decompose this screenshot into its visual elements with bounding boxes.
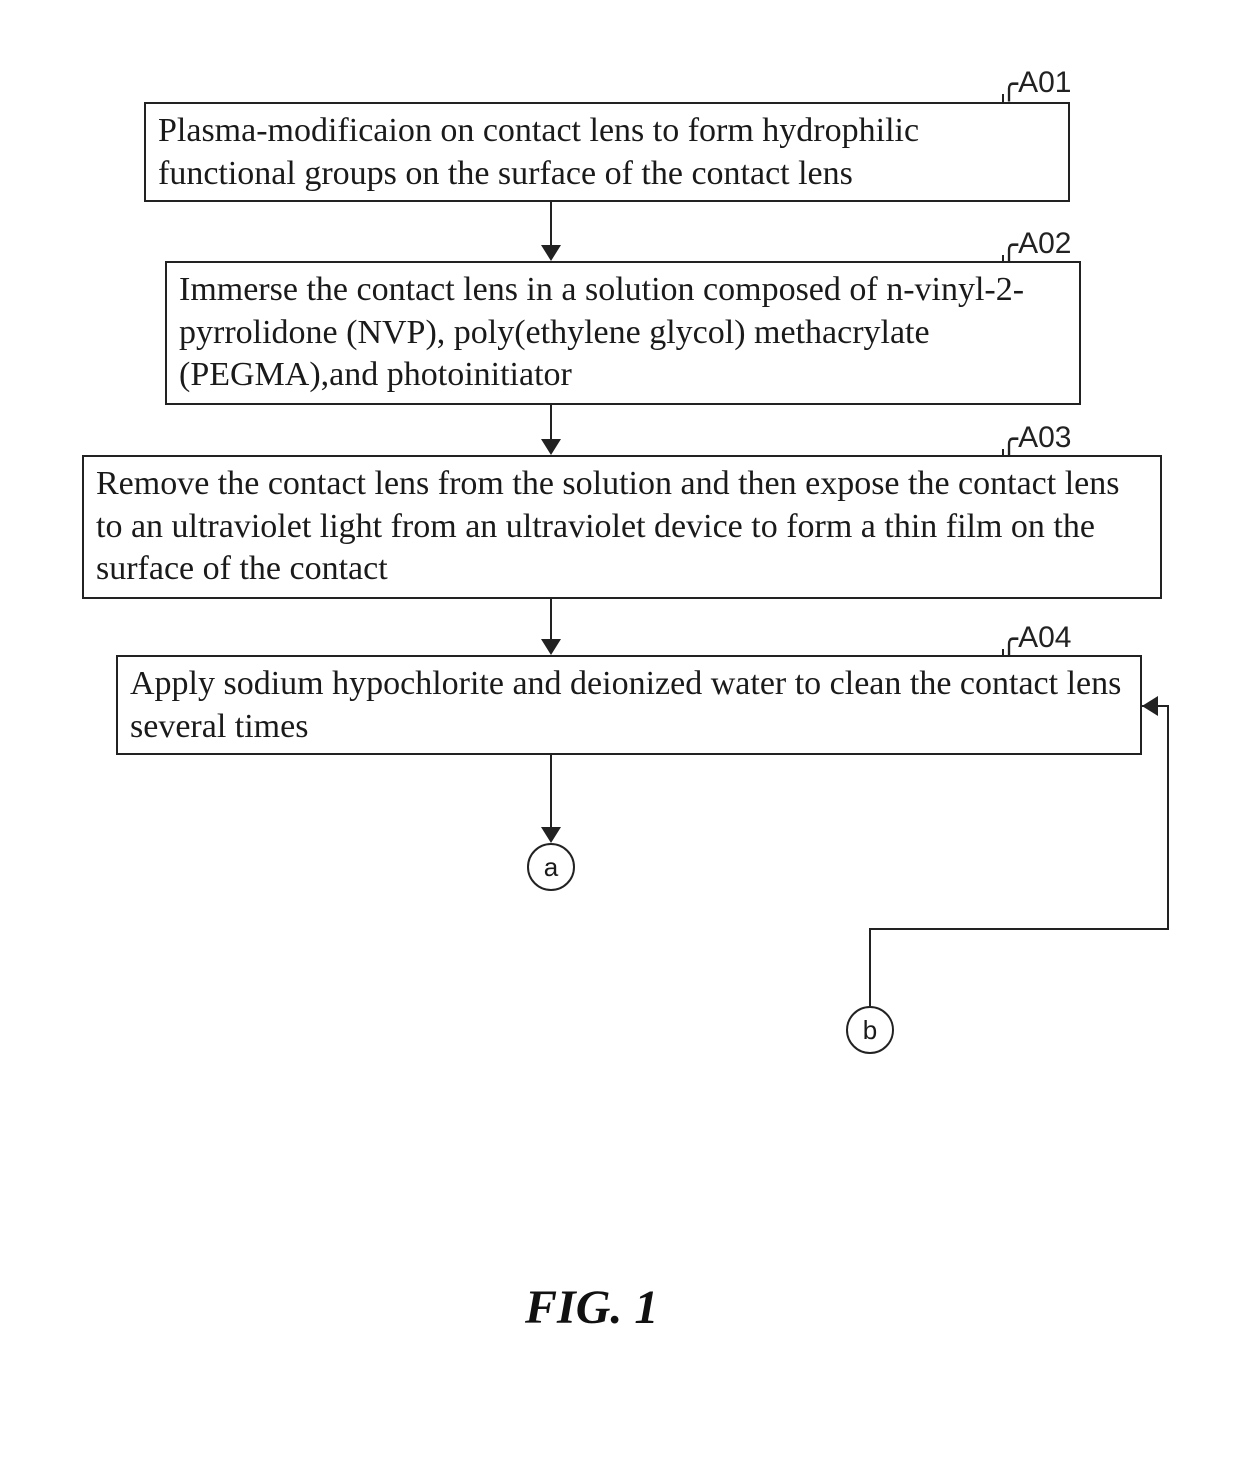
diagram-canvas: Plasma-modificaion on contact lens to fo…	[0, 0, 1240, 1477]
step-label-a01-text: A01	[1018, 66, 1071, 99]
step-label-a03-text: A03	[1018, 421, 1071, 454]
step-text-a02: Immerse the contact lens in a solution c…	[179, 271, 1024, 393]
feedback-b-horiz	[869, 928, 1169, 930]
connector-a-label: a	[544, 852, 558, 883]
step-label-a03: ╭A03	[1000, 420, 1071, 455]
feedback-b-into	[1142, 705, 1169, 707]
arrow-a01-a02-line	[550, 202, 552, 245]
step-label-a01: ╭A01	[1000, 65, 1071, 100]
arrow-a02-a03-head	[541, 439, 561, 455]
step-text-a01: Plasma-modificaion on contact lens to fo…	[158, 112, 919, 192]
step-box-a03: Remove the contact lens from the solutio…	[82, 455, 1162, 599]
step-text-a03: Remove the contact lens from the solutio…	[96, 465, 1120, 587]
feedback-b-vert	[869, 930, 871, 1006]
arrow-a03-a04-line	[550, 599, 552, 639]
step-box-a02: Immerse the contact lens in a solution c…	[165, 261, 1081, 405]
arrow-a02-a03-line	[550, 405, 552, 439]
label-tick-a03	[1002, 449, 1004, 457]
figure-caption: FIG. 1	[525, 1280, 658, 1335]
step-text-a04: Apply sodium hypochlorite and deionized …	[130, 665, 1121, 745]
feedback-b-vert2	[1167, 705, 1169, 930]
step-label-a04: ╭A04	[1000, 620, 1071, 655]
label-tick-a02	[1002, 255, 1004, 263]
arrow-a03-a04-head	[541, 639, 561, 655]
step-label-a02-text: A02	[1018, 227, 1071, 260]
label-tick-a01	[1002, 94, 1004, 104]
connector-a: a	[527, 843, 575, 891]
arrow-a04-a-head	[541, 827, 561, 843]
connector-b: b	[846, 1006, 894, 1054]
step-box-a04: Apply sodium hypochlorite and deionized …	[116, 655, 1142, 755]
connector-b-label: b	[863, 1015, 877, 1046]
step-box-a01: Plasma-modificaion on contact lens to fo…	[144, 102, 1070, 202]
figure-caption-text: FIG. 1	[525, 1281, 658, 1334]
arrow-a01-a02-head	[541, 245, 561, 261]
step-label-a02: ╭A02	[1000, 226, 1071, 261]
label-tick-a04	[1002, 649, 1004, 657]
arrow-a04-a-line	[550, 755, 552, 827]
step-label-a04-text: A04	[1018, 621, 1071, 654]
